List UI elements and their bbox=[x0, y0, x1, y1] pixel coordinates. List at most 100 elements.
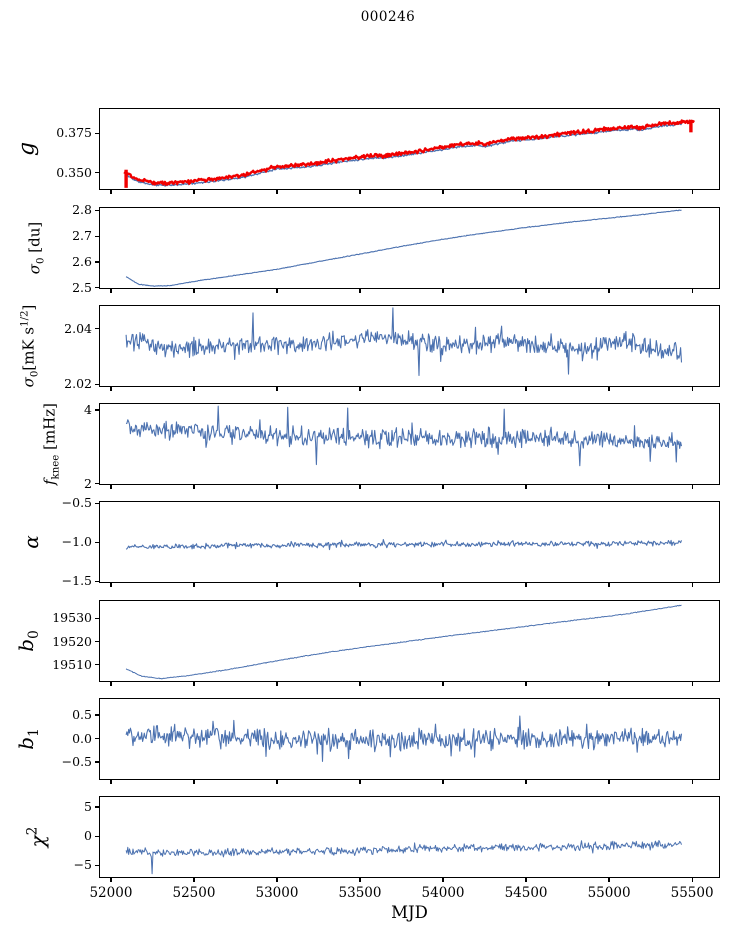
x-tick-mark bbox=[193, 878, 195, 882]
x-tick-label: 55000 bbox=[587, 885, 631, 901]
x-tick-mark bbox=[608, 190, 610, 194]
panel-f_knee bbox=[99, 403, 720, 485]
y-tick-mark bbox=[95, 502, 99, 504]
y-tick-label: −5 bbox=[73, 857, 92, 873]
panel-alpha bbox=[99, 501, 720, 583]
figure-title: 000246 bbox=[360, 9, 416, 25]
y-axis-label-part: g bbox=[14, 141, 40, 157]
x-tick-mark bbox=[691, 485, 693, 489]
y-tick-label: 19530 bbox=[52, 610, 92, 626]
x-tick-mark bbox=[110, 583, 112, 587]
panel-sigma0_du bbox=[99, 207, 720, 289]
y-tick-label: 19510 bbox=[52, 656, 92, 672]
y-axis-label-chi2: χ2 bbox=[25, 827, 50, 848]
x-tick-mark bbox=[359, 289, 361, 293]
y-axis-label-part: σ bbox=[19, 377, 38, 388]
panel-sigma0_mk bbox=[99, 305, 720, 387]
x-tick-label: 54000 bbox=[421, 885, 465, 901]
y-axis-label-f_knee: fknee [mHz] bbox=[41, 403, 62, 485]
x-tick-mark bbox=[608, 780, 610, 784]
y-axis-label-part: 2 bbox=[24, 826, 41, 836]
y-tick-label: 2.02 bbox=[64, 376, 92, 392]
y-axis-label-b1: b1 bbox=[14, 728, 42, 749]
x-tick-mark bbox=[442, 780, 444, 784]
y-tick-mark bbox=[95, 409, 99, 411]
x-tick-label: 52000 bbox=[89, 885, 133, 901]
x-tick-mark bbox=[442, 289, 444, 293]
x-tick-mark bbox=[193, 289, 195, 293]
y-tick-mark bbox=[95, 383, 99, 385]
y-axis-label-part: α bbox=[19, 535, 43, 549]
x-tick-mark bbox=[442, 190, 444, 194]
y-tick-mark bbox=[95, 806, 99, 808]
x-tick-mark bbox=[276, 780, 278, 784]
y-tick-label: 4 bbox=[84, 402, 92, 418]
x-tick-mark bbox=[193, 583, 195, 587]
x-tick-label: 53000 bbox=[255, 885, 299, 901]
x-tick-mark bbox=[525, 190, 527, 194]
y-tick-label: 2.04 bbox=[64, 320, 92, 336]
y-axis-label-part: 1/2 bbox=[19, 310, 31, 327]
y-axis-label-b0: b0 bbox=[14, 630, 42, 651]
x-tick-mark bbox=[691, 190, 693, 194]
x-tick-mark bbox=[442, 878, 444, 882]
x-tick-mark bbox=[110, 190, 112, 194]
y-axis-label-part: 0 bbox=[26, 630, 42, 639]
x-tick-mark bbox=[525, 583, 527, 587]
x-tick-mark bbox=[525, 682, 527, 686]
y-tick-mark bbox=[95, 640, 99, 643]
y-axis-label-sigma0_du: σ0 [du] bbox=[26, 222, 47, 274]
x-tick-mark bbox=[276, 878, 278, 882]
x-tick-mark bbox=[359, 682, 361, 686]
x-tick-mark bbox=[359, 387, 361, 391]
y-axis-label-part: f bbox=[40, 479, 59, 486]
x-tick-mark bbox=[442, 682, 444, 686]
y-tick-mark bbox=[95, 737, 99, 740]
x-tick-mark bbox=[608, 485, 610, 489]
x-tick-mark bbox=[110, 780, 112, 784]
x-tick-mark bbox=[276, 485, 278, 489]
x-tick-mark bbox=[193, 682, 195, 686]
panel-chi2-canvas bbox=[125, 840, 682, 875]
x-tick-mark bbox=[193, 780, 195, 784]
x-tick-mark bbox=[110, 878, 112, 882]
y-axis-label-part: 1 bbox=[26, 728, 42, 737]
y-tick-mark bbox=[95, 483, 99, 485]
y-tick-mark bbox=[95, 864, 99, 866]
y-tick-label: −0.5 bbox=[61, 495, 92, 511]
y-tick-mark bbox=[95, 541, 99, 543]
y-tick-mark bbox=[95, 235, 99, 237]
x-tick-mark bbox=[525, 485, 527, 489]
y-tick-label: 2.7 bbox=[72, 228, 92, 244]
panel-g bbox=[99, 108, 720, 190]
x-tick-mark bbox=[691, 780, 693, 784]
x-axis-label: MJD bbox=[391, 903, 428, 922]
y-tick-label: 2 bbox=[84, 475, 92, 491]
y-axis-label-part: σ bbox=[25, 263, 44, 275]
y-axis-label-sigma0_mk: σ0[mK s1/2] bbox=[20, 305, 41, 388]
y-axis-label-part: χ bbox=[25, 835, 50, 848]
panel-sigma0_du-canvas bbox=[125, 209, 682, 287]
y-tick-label: 0.350 bbox=[56, 164, 92, 180]
x-tick-mark bbox=[442, 583, 444, 587]
x-tick-mark bbox=[442, 387, 444, 391]
y-tick-label: 19520 bbox=[52, 633, 92, 649]
panel-b1-canvas bbox=[125, 715, 683, 762]
y-tick-label: −0.5 bbox=[61, 754, 92, 770]
y-tick-label: 0.5 bbox=[72, 706, 92, 722]
y-tick-label: −1.0 bbox=[61, 534, 92, 550]
y-axis-label-part: [mHz] bbox=[40, 402, 59, 455]
y-axis-label-part: b bbox=[14, 736, 38, 750]
y-tick-mark bbox=[95, 761, 99, 763]
y-tick-label: 5 bbox=[84, 799, 92, 815]
x-tick-mark bbox=[276, 387, 278, 391]
series-g-data-line bbox=[123, 119, 695, 186]
x-tick-mark bbox=[691, 583, 693, 587]
x-tick-mark bbox=[691, 289, 693, 293]
panel-g-canvas bbox=[123, 119, 695, 188]
y-tick-mark bbox=[95, 261, 99, 263]
x-tick-mark bbox=[691, 682, 693, 686]
y-axis-label-part: [mK s bbox=[19, 326, 38, 371]
x-tick-label: 53500 bbox=[338, 885, 382, 901]
x-tick-mark bbox=[608, 289, 610, 293]
